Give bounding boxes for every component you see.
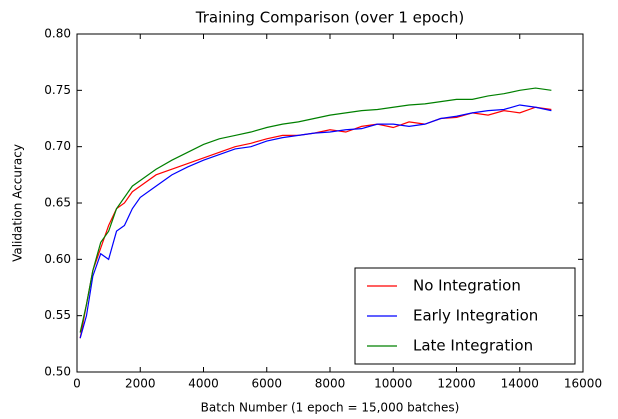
x-tick-label: 14000 [501, 377, 539, 391]
x-tick-label: 2000 [125, 377, 156, 391]
y-tick-label: 0.65 [44, 196, 71, 210]
x-tick-label: 0 [73, 377, 81, 391]
line [79, 87, 552, 333]
x-tick-label: 16000 [564, 377, 602, 391]
line [79, 104, 552, 339]
y-tick-label: 0.55 [44, 308, 71, 322]
y-tick-label: 0.80 [44, 27, 71, 41]
y-tick-label: 0.75 [44, 83, 71, 97]
y-axis-label: Validation Accuracy [11, 144, 25, 262]
legend-label: Late Integration [413, 337, 533, 355]
x-tick-label: 8000 [315, 377, 346, 391]
x-tick-label: 6000 [251, 377, 282, 391]
line [79, 106, 552, 339]
legend-label: Early Integration [413, 307, 538, 325]
legend-label: No Integration [413, 277, 521, 295]
y-tick-label: 0.60 [44, 252, 71, 266]
y-tick-label: 0.50 [44, 365, 71, 379]
x-tick-label: 10000 [374, 377, 412, 391]
x-tick-label: 12000 [437, 377, 475, 391]
y-tick-label: 0.70 [44, 139, 71, 153]
plot-frame [76, 33, 584, 373]
x-tick-label: 4000 [188, 377, 219, 391]
x-axis-label: Batch Number (1 epoch = 15,000 batches) [201, 401, 460, 415]
chart-title: Training Comparison (over 1 epoch) [195, 9, 464, 27]
